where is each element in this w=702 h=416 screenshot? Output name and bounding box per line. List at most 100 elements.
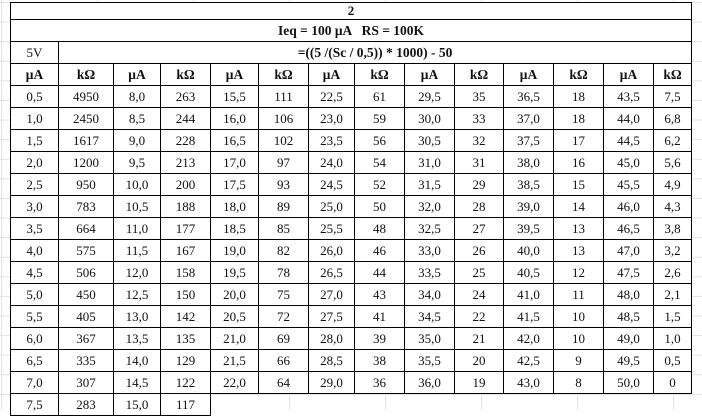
table-cell: 158 — [160, 261, 211, 284]
table-cell: 23,5 — [308, 129, 355, 152]
table-cell: 47,0 — [603, 239, 654, 262]
table-cell: 78 — [258, 261, 309, 284]
table-cell: 2,1 — [652, 283, 693, 306]
table-cell: 1,5 — [652, 305, 693, 328]
table-cell: 16 — [553, 151, 604, 174]
table-cell: 17,0 — [210, 151, 259, 174]
table-cell: 12 — [553, 261, 604, 284]
table-cell: 41,5 — [503, 305, 554, 328]
table-cell: 7,5 — [652, 85, 693, 108]
table-cell: 228 — [160, 129, 211, 152]
table-cell: 46 — [354, 239, 405, 262]
formula-row: 5V =((5 /(Sc / 0,5)) * 1000) - 50 — [10, 41, 693, 64]
table-cell: 38,0 — [503, 151, 554, 174]
table-cell: 21,0 — [210, 327, 259, 350]
table-cell: 18 — [553, 85, 604, 108]
table-cell: 43,0 — [503, 371, 554, 394]
table-row: 6,0 367 13,5 135 21,0 69 28,0 39 35,0 21 42,0 10 49,… — [10, 327, 693, 350]
table-cell: 15 — [553, 173, 604, 196]
table-cell: 0,5 — [652, 349, 693, 372]
table-cell: 6,8 — [652, 107, 693, 130]
table-cell: 4,3 — [652, 195, 693, 218]
table-cell: 33 — [454, 107, 504, 130]
table-cell: 29 — [454, 173, 504, 196]
table-cell: 44,5 — [603, 129, 654, 152]
table-cell: 111 — [258, 85, 309, 108]
table-cell: 48,0 — [603, 283, 654, 306]
table-cell: 38,5 — [503, 173, 554, 196]
table-cell: 20 — [454, 349, 504, 372]
table-cell: 39,0 — [503, 195, 554, 218]
table-cell: 188 — [160, 195, 211, 218]
table-cell: 0,5 — [10, 85, 59, 108]
table-cell: 1617 — [58, 129, 114, 152]
measurement-table: 2 Ieq = 100 μA RS = 100K 5V =((5 /(Sc / … — [9, 2, 693, 416]
table-row: 6,5 335 14,0 129 21,5 66 28,5 38 35,5 20 42,5 9 49,5… — [10, 349, 693, 372]
table-row: 7,0 307 14,5 122 22,0 64 29,0 36 36,0 19 43,0 8 50,0… — [10, 371, 693, 394]
table-cell: 25,0 — [308, 195, 355, 218]
table-cell: 13,5 — [113, 327, 161, 350]
table-cell: 61 — [354, 85, 405, 108]
table-row: 1,0 2450 8,5 244 16,0 106 23,0 59 30,0 33 37,0 18 44… — [10, 107, 693, 130]
table-cell: 16,5 — [210, 129, 259, 152]
table-cell: 89 — [258, 195, 309, 218]
table-cell: 783 — [58, 195, 114, 218]
table-cell: 14,5 — [113, 371, 161, 394]
unit-header: μA — [308, 63, 355, 86]
table-cell: 28,0 — [308, 327, 355, 350]
table-cell: 4,5 — [10, 261, 59, 284]
table-cell: 38 — [354, 349, 405, 372]
table-cell: 664 — [58, 217, 114, 240]
table-cell: 335 — [58, 349, 114, 372]
unit-header-row: μA kΩ μA kΩ μA kΩ μA kΩ μA kΩ μA kΩ μA kΩ — [10, 63, 693, 86]
table-cell: 59 — [354, 107, 405, 130]
table-row: 5,5 405 13,0 142 20,5 72 27,5 41 34,5 22 41,5 10 48,… — [10, 305, 693, 328]
table-cell: 31,5 — [404, 173, 455, 196]
table-cell: 2,0 — [10, 151, 59, 174]
unit-header: μA — [503, 63, 554, 86]
table-cell: 17,5 — [210, 173, 259, 196]
unit-header: kΩ — [652, 63, 693, 86]
table-cell: 19,5 — [210, 261, 259, 284]
table-cell: 36,5 — [503, 85, 554, 108]
table-cell: 37,5 — [503, 129, 554, 152]
table-cell: 52 — [354, 173, 405, 196]
table-cell: 33,5 — [404, 261, 455, 284]
table-cell: 35,0 — [404, 327, 455, 350]
table-row: 2,5 950 10,0 200 17,5 93 24,5 52 31,5 29 38,5 15 45,… — [10, 173, 693, 196]
table-cell: 950 — [58, 173, 114, 196]
table-cell: 32,5 — [404, 217, 455, 240]
table-cell: 5,6 — [652, 151, 693, 174]
table-cell: 49,0 — [603, 327, 654, 350]
table-cell: 24,5 — [308, 173, 355, 196]
table-cell: 1,0 — [10, 107, 59, 130]
table-cell: 21,5 — [210, 349, 259, 372]
table-cell: 135 — [160, 327, 211, 350]
unit-header: μA — [113, 63, 161, 86]
table-cell: 43 — [354, 283, 405, 306]
table-cell: 42,0 — [503, 327, 554, 350]
table-cell: 48 — [354, 217, 405, 240]
unit-header: kΩ — [58, 63, 114, 86]
table-cell: 244 — [160, 107, 211, 130]
table-cell: 5,0 — [10, 283, 59, 306]
table-cell: 21 — [454, 327, 504, 350]
table-row: 4,5 506 12,0 158 19,5 78 26,5 44 33,5 25 40,5 12 47,… — [10, 261, 693, 284]
table-cell: 13 — [553, 239, 604, 262]
table-cell: 4950 — [58, 85, 114, 108]
table-cell: 43,5 — [603, 85, 654, 108]
table-cell: 213 — [160, 151, 211, 174]
table-cell: 13,0 — [113, 305, 161, 328]
table-row: 7,5 283 15,0 117 — [10, 393, 692, 416]
table-cell: 46,5 — [603, 217, 654, 240]
table-cell: 10,0 — [113, 173, 161, 196]
table-cell: 40,0 — [503, 239, 554, 262]
table-cell: 283 — [58, 393, 114, 416]
table-cell: 1,0 — [652, 327, 693, 350]
table-cell: 9 — [553, 349, 604, 372]
table-cell: 30,5 — [404, 129, 455, 152]
table-row: 4,0 575 11,5 167 19,0 82 26,0 46 33,0 26 40,0 13 47,… — [10, 239, 693, 262]
table-cell: 106 — [258, 107, 309, 130]
table-cell: 72 — [258, 305, 309, 328]
table-cell: 2,6 — [652, 261, 693, 284]
